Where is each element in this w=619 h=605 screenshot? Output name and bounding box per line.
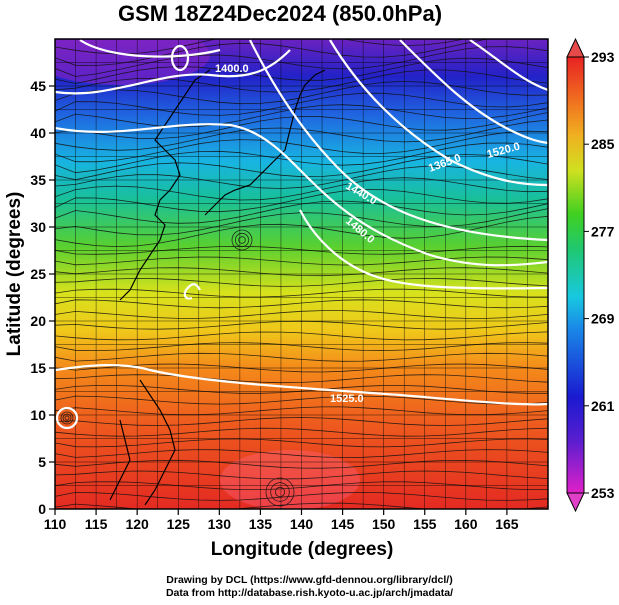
y-axis: 0 5 10 15 20 25 30 35 40 45 [30,78,55,517]
y-tick-label: 30 [30,219,46,235]
colorbar-tick-label: 277 [591,223,615,239]
y-tick-label: 45 [30,78,46,94]
y-axis-label: Latitude (degrees) [4,192,25,357]
y-tick-label: 35 [30,172,46,188]
y-tick-label: 25 [30,266,46,282]
vortex-ring [64,415,70,421]
vortex-ring [265,477,295,507]
lat-lon-grid [55,39,548,509]
contour-label: 1400.0 [215,63,249,75]
colorbar-min-arrow [566,492,585,513]
vortex-ring [234,232,250,248]
x-axis: 110 115 120 125 130 135 140 145 150 155 160 165 [44,509,519,532]
credit-drawing: Drawing by DCL (https://www.gfd-dennou.o… [166,574,453,586]
colorbar-tick-label: 269 [591,311,615,327]
x-tick-label: 165 [495,516,519,532]
x-tick-label: 155 [413,516,437,532]
credit-data: Data from http://database.rish.kyoto-u.a… [165,587,454,599]
x-tick-label: 145 [331,516,355,532]
vortex-ring [62,413,72,423]
y-tick-label: 15 [30,360,46,376]
coastline [109,69,326,506]
y-tick-label: 20 [30,313,46,329]
colorbar-tick-label: 261 [591,398,615,414]
x-tick-label: 135 [249,516,273,532]
x-tick-label: 125 [167,516,191,532]
contour-label: 1525.0 [330,393,364,405]
geopotential-contours [55,39,548,430]
colorbar-tick-label: 293 [591,49,615,65]
x-tick-label: 120 [125,516,149,532]
x-tick-label: 140 [290,516,314,532]
x-tick-label: 160 [454,516,478,532]
y-tick-label: 10 [30,407,46,423]
chart-title: GSM 18Z24Dec2024 (850.0hPa) [117,1,443,26]
temperature-field: 1400.0 1365.0 1440.0 1480.0 1520.0 1525.… [55,39,548,509]
vortex-ring [274,486,286,498]
vortex-ring [60,411,74,425]
x-tick-label: 130 [208,516,232,532]
colorbar-max-arrow [566,37,585,58]
vortex-ring [231,229,253,251]
x-tick-label: 150 [372,516,396,532]
x-tick-label: 115 [85,516,108,532]
x-tick-label: 110 [44,516,67,532]
colorbar-tick-label: 285 [591,136,615,152]
credits: Drawing by DCL (https://www.gfd-dennou.o… [0,574,619,600]
y-tick-label: 40 [30,125,46,141]
colorbar: 253 261 269 277 285 293 [566,37,615,513]
colorbar-tick-label: 253 [591,485,615,501]
vortex-ring [270,482,290,502]
y-tick-label: 5 [38,454,46,470]
x-axis-label: Longitude (degrees) [211,539,394,560]
y-tick-label: 0 [38,501,46,517]
vortex-ring [238,236,246,244]
